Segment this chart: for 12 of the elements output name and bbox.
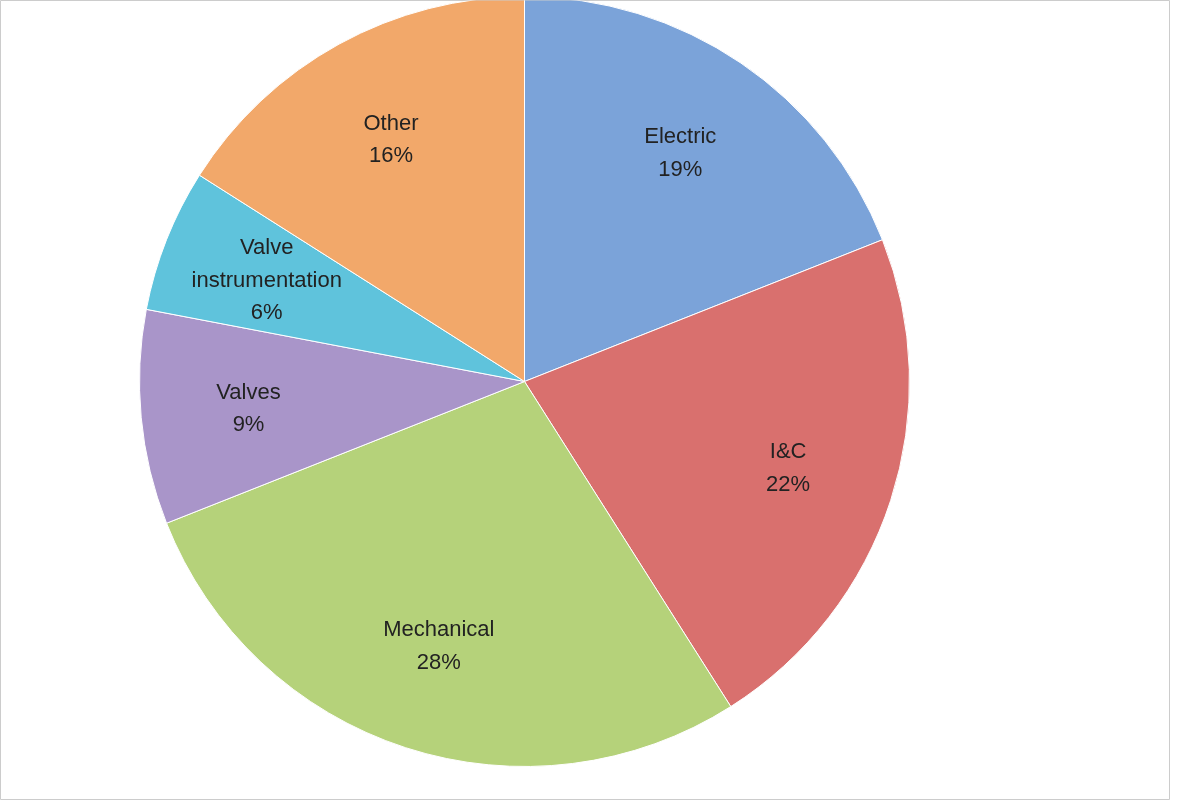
slice-label: Other [363, 109, 419, 135]
data-label: 16% [368, 142, 413, 168]
data-label: 6% [250, 299, 283, 325]
data-label: 19% [658, 155, 703, 181]
data-label: 9% [232, 411, 265, 437]
slice-label: I&C [769, 438, 807, 464]
slice-label: Mechanical [383, 616, 495, 642]
slice-label: Valve instrumentation [191, 234, 342, 292]
data-label: 28% [416, 648, 461, 674]
data-label: 22% [766, 470, 811, 496]
slice-label: Electric [644, 123, 717, 149]
slice-label: Valves [216, 378, 281, 404]
